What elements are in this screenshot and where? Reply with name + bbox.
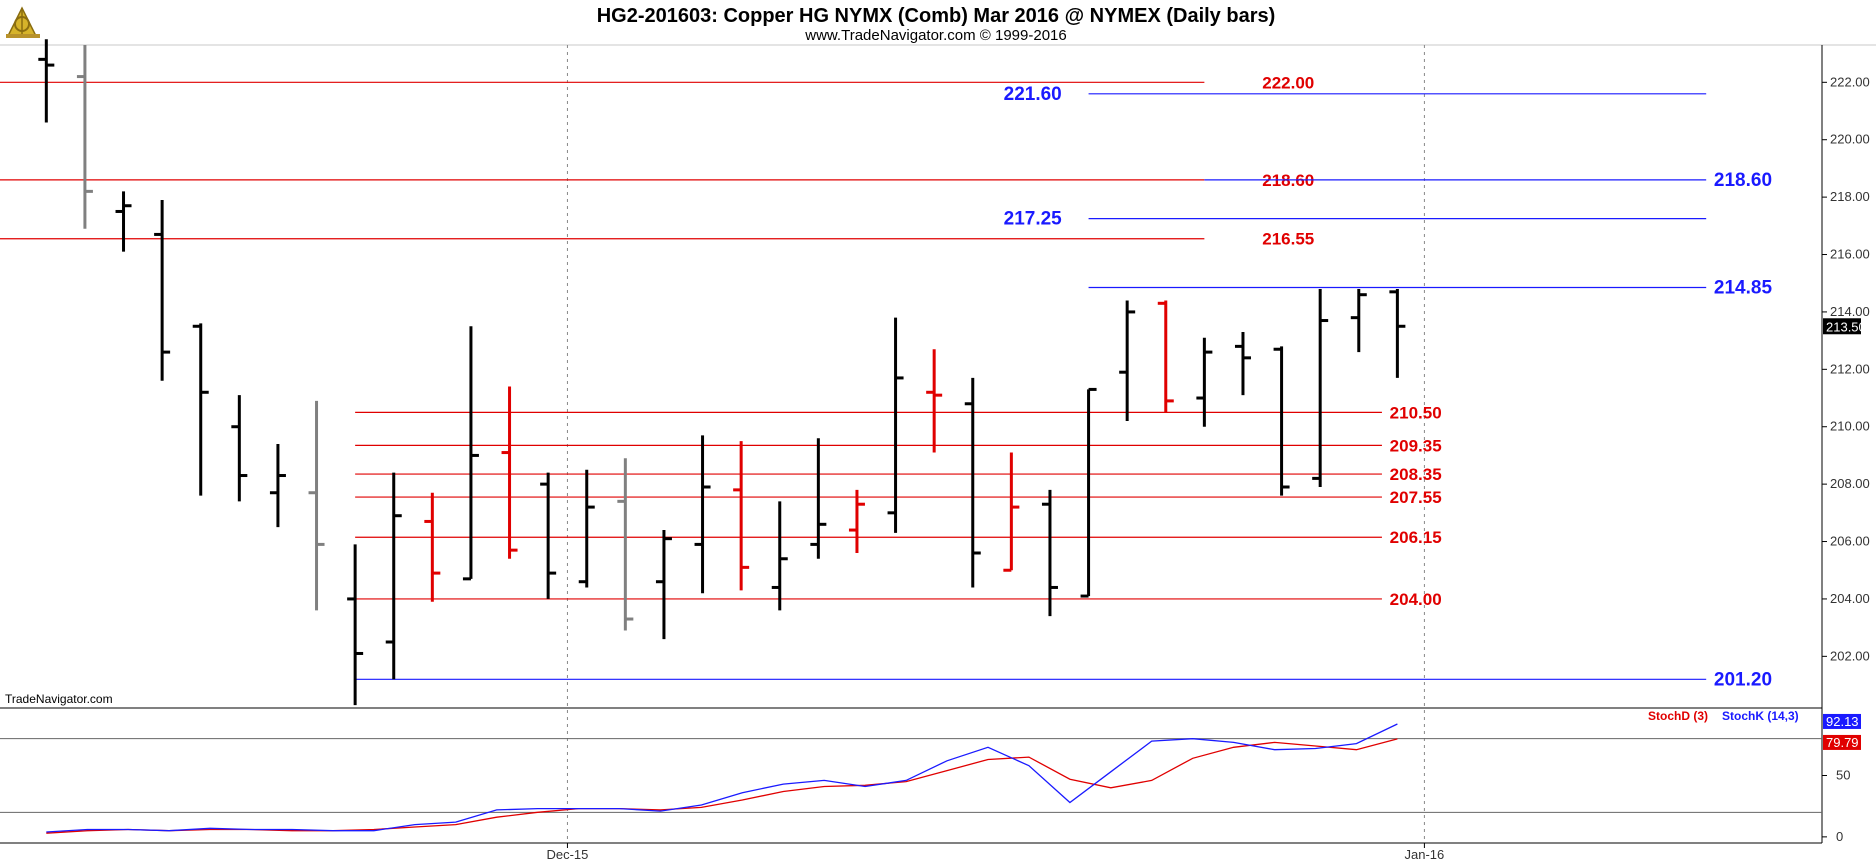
stoch-tick-label: 0 (1836, 829, 1843, 844)
time-axis-ticks: Dec-15 Jan-16 (546, 843, 1444, 862)
last-price-label: 213.50 (1826, 319, 1866, 334)
level-label: 210.50 (1390, 403, 1442, 422)
stoch-k-line (46, 723, 1398, 833)
stoch-k-legend: StochK (14,3) (1722, 709, 1799, 723)
level-label: 221.60 (1004, 84, 1062, 105)
stochastic-pane: 0 50 92.13 79.79 StochD (3) StochK (14,3) (0, 709, 1861, 844)
stoch-k-value-tag (1823, 713, 1861, 729)
price-tick-label: 212.00 (1830, 361, 1870, 376)
price-tick-label: 220.00 (1830, 132, 1870, 147)
price-tick-label: 222.00 (1830, 74, 1870, 89)
price-tick-label: 202.00 (1830, 648, 1870, 663)
stoch-k-value-tag-label: 92.13 (1826, 714, 1859, 729)
watermark: TradeNavigator.com (5, 692, 113, 706)
price-tick-label: 216.00 (1830, 247, 1870, 262)
grid-lines (566, 45, 1425, 843)
stoch-d-value-tag (1823, 734, 1861, 750)
level-label: 218.60 (1714, 170, 1772, 191)
level-label: 206.15 (1390, 528, 1442, 547)
price-tick-label: 210.00 (1830, 419, 1870, 434)
level-label: 204.00 (1390, 590, 1442, 609)
chart-title: HG2-201603: Copper HG NYMX (Comb) Mar 20… (597, 5, 1276, 27)
price-bars (38, 39, 1406, 706)
price-tick-label: 218.00 (1830, 189, 1870, 204)
price-tick-label: 208.00 (1830, 476, 1870, 491)
level-label: 214.85 (1714, 278, 1773, 299)
level-label: 207.55 (1390, 488, 1442, 507)
level-label: 216.55 (1262, 230, 1314, 249)
price-tick-label: 214.00 (1830, 304, 1870, 319)
level-label: 201.20 (1714, 669, 1772, 690)
price-tick-label: 204.00 (1830, 591, 1870, 606)
level-label: 217.25 (1004, 209, 1063, 230)
stoch-tick-label: 50 (1836, 768, 1850, 783)
time-tick-label: Jan-16 (1405, 847, 1445, 862)
level-label: 209.35 (1390, 436, 1442, 455)
sextant-logo-icon (6, 6, 40, 38)
chart-subtitle: www.TradeNavigator.com © 1999-2016 (804, 27, 1066, 44)
stoch-d-legend: StochD (3) (1648, 709, 1708, 723)
time-tick-label: Dec-15 (546, 847, 588, 862)
stoch-d-value-tag-label: 79.79 (1826, 735, 1859, 750)
price-axis-ticks: 202.00 204.00 206.00 208.00 210.00 212.00 214.… (1822, 74, 1870, 663)
level-label: 222.00 (1262, 73, 1314, 92)
level-label: 208.35 (1390, 465, 1442, 484)
last-price-tag (1823, 318, 1861, 335)
price-tick-label: 206.00 (1830, 534, 1870, 549)
